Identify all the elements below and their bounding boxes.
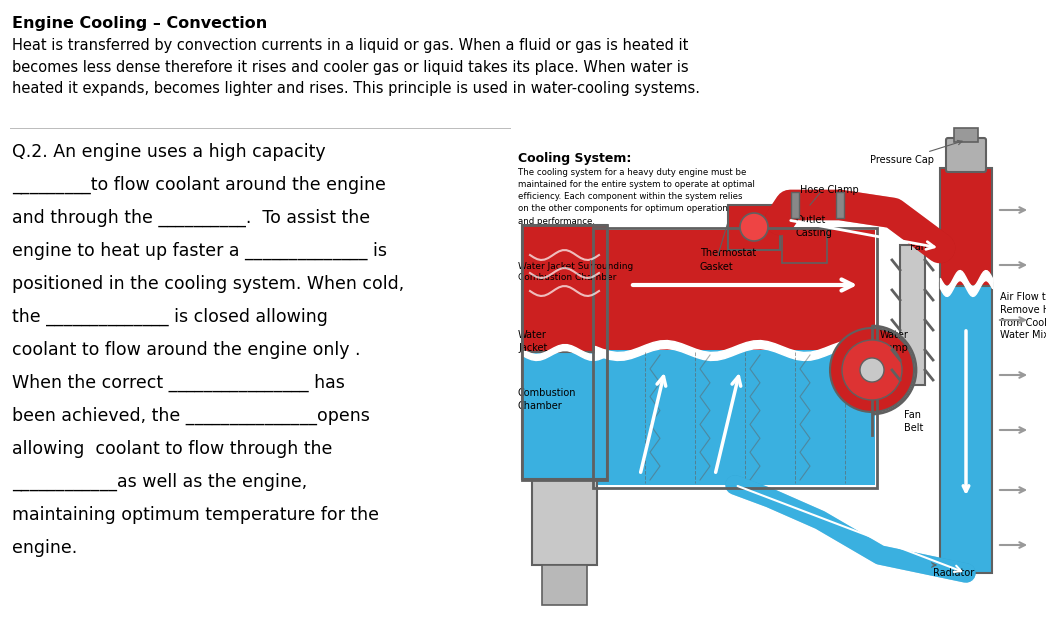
Text: Water
Pump: Water Pump [880, 330, 909, 353]
Text: The cooling system for a heavy duty engine must be
maintained for the entire sys: The cooling system for a heavy duty engi… [518, 168, 755, 225]
Circle shape [860, 358, 884, 382]
Text: and through the __________.  To assist the: and through the __________. To assist th… [12, 209, 370, 227]
FancyBboxPatch shape [595, 230, 876, 350]
Text: Heat is transferred by convection currents in a liquid or gas. When a fluid or g: Heat is transferred by convection curren… [12, 38, 700, 96]
FancyBboxPatch shape [522, 225, 607, 352]
Text: Pressure Cap: Pressure Cap [870, 141, 962, 165]
FancyBboxPatch shape [940, 283, 992, 573]
Text: been achieved, the _______________opens: been achieved, the _______________opens [12, 407, 370, 425]
Text: allowing  coolant to flow through the: allowing coolant to flow through the [12, 440, 333, 458]
Text: Fan
Belt: Fan Belt [904, 410, 924, 433]
FancyBboxPatch shape [542, 565, 587, 605]
Text: Gasket: Gasket [700, 262, 733, 272]
Text: Thermostat: Thermostat [700, 248, 756, 258]
Text: Hose Clamp: Hose Clamp [800, 185, 859, 195]
Text: maintaining optimum temperature for the: maintaining optimum temperature for the [12, 506, 379, 524]
FancyBboxPatch shape [900, 245, 925, 385]
FancyBboxPatch shape [595, 350, 876, 485]
FancyBboxPatch shape [782, 228, 827, 263]
FancyBboxPatch shape [728, 205, 780, 250]
FancyBboxPatch shape [791, 192, 799, 218]
FancyBboxPatch shape [940, 168, 992, 286]
Text: _________to flow coolant around the engine: _________to flow coolant around the engi… [12, 176, 386, 194]
Text: Water Jacket Surrounding
Combustion Chamber: Water Jacket Surrounding Combustion Cham… [518, 262, 633, 282]
FancyBboxPatch shape [532, 480, 597, 565]
Text: Outlet
Casting: Outlet Casting [795, 215, 832, 238]
Text: Engine Cooling – Convection: Engine Cooling – Convection [12, 16, 267, 31]
Circle shape [829, 328, 914, 412]
FancyBboxPatch shape [954, 128, 978, 142]
Text: Cooling System:: Cooling System: [518, 152, 632, 165]
Text: positioned in the cooling system. When cold,: positioned in the cooling system. When c… [12, 275, 404, 293]
Text: Air Flow to
Remove Heat
from Coolant/
Water Mixture: Air Flow to Remove Heat from Coolant/ Wa… [1000, 292, 1046, 340]
Text: engine.: engine. [12, 539, 77, 557]
Text: Water
Jacket: Water Jacket [518, 330, 547, 353]
Text: ____________as well as the engine,: ____________as well as the engine, [12, 473, 308, 491]
Text: the ______________ is closed allowing: the ______________ is closed allowing [12, 308, 327, 326]
Text: engine to heat up faster a ______________ is: engine to heat up faster a _____________… [12, 242, 387, 260]
Text: Combustion
Chamber: Combustion Chamber [518, 388, 576, 411]
Text: When the correct ________________ has: When the correct ________________ has [12, 374, 345, 392]
Text: Fan: Fan [910, 242, 927, 252]
Circle shape [740, 213, 768, 241]
Text: Radiator: Radiator [933, 568, 974, 578]
FancyBboxPatch shape [946, 138, 986, 172]
FancyBboxPatch shape [836, 192, 844, 218]
Circle shape [842, 340, 902, 400]
Text: coolant to flow around the engine only .: coolant to flow around the engine only . [12, 341, 361, 359]
FancyBboxPatch shape [522, 352, 607, 479]
Text: Q.2. An engine uses a high capacity: Q.2. An engine uses a high capacity [12, 143, 325, 161]
